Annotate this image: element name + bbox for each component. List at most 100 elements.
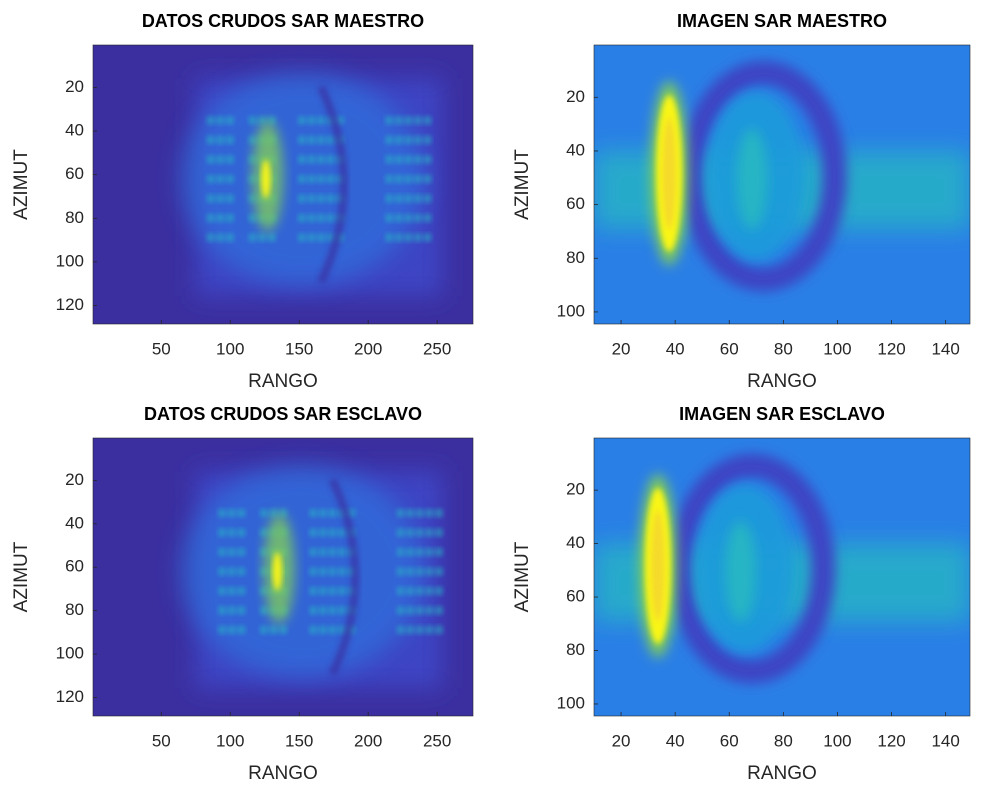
x-tick-label: 60 — [720, 339, 739, 358]
y-tick-label: 100 — [56, 644, 84, 663]
heatmap-speckle — [317, 233, 325, 242]
heatmap-ring — [668, 453, 836, 684]
y-tick-label: 20 — [566, 480, 585, 499]
heatmap-crescent-core — [651, 510, 665, 622]
heatmap-speckle — [218, 606, 227, 615]
heatmap-speckle — [415, 509, 424, 518]
heatmap-ring — [679, 60, 847, 292]
heatmap-speckle — [328, 606, 337, 615]
heatmap-speckle — [216, 135, 225, 144]
heatmap-speckle — [425, 547, 434, 556]
heatmap-speckle — [225, 174, 234, 183]
heatmap-speckle — [317, 116, 325, 125]
x-tick-label: 200 — [354, 339, 382, 358]
axes-box — [593, 437, 971, 717]
heatmap-speckle — [298, 194, 306, 203]
heatmap-speckle — [425, 509, 434, 518]
heatmap-arc — [317, 85, 348, 284]
heatmap-speckle — [318, 547, 327, 556]
heatmap-speckle — [237, 509, 246, 518]
heatmap-speckle — [406, 547, 415, 556]
heatmap-speckle — [406, 509, 415, 518]
heatmap-speckle — [248, 213, 257, 222]
heatmap-speckle — [317, 155, 325, 164]
heatmap-speckle — [396, 606, 405, 615]
heatmap-speckle — [227, 567, 236, 576]
heatmap-speckle — [258, 233, 267, 242]
heatmap-speckle — [434, 586, 443, 595]
heatmap-speckle — [237, 625, 246, 634]
heatmap-speckle — [307, 155, 316, 164]
heatmap-speckle — [216, 155, 225, 164]
heatmap-speckle — [298, 213, 306, 222]
heatmap-speckle — [415, 606, 424, 615]
heatmap-speckle — [298, 116, 306, 125]
heatmap-speckle — [396, 509, 405, 518]
heatmap-speckle — [206, 135, 215, 144]
heatmap-speckle — [423, 135, 432, 144]
heatmap-speckle — [317, 135, 325, 144]
heatmap-speckle — [237, 567, 246, 576]
heatmap-speckle — [396, 586, 405, 595]
heatmap-speckle — [307, 194, 316, 203]
heatmap-speckle — [307, 116, 316, 125]
heatmap-speckle — [216, 194, 225, 203]
y-tick-label: 100 — [56, 251, 84, 270]
heatmap-speckle — [237, 606, 246, 615]
heatmap-speckle — [260, 509, 268, 518]
heatmap — [594, 45, 970, 324]
y-axis-label: AZIMUT — [512, 149, 533, 220]
heatmap-speckle — [406, 567, 415, 576]
heatmap-speckle — [394, 233, 403, 242]
heatmap-speckle — [317, 194, 325, 203]
y-tick-label: 20 — [566, 87, 585, 106]
heatmap-speckle — [309, 509, 318, 518]
heatmap-speckle — [328, 547, 337, 556]
heatmap-speckle — [318, 528, 327, 537]
heatmap-speckle — [425, 528, 434, 537]
heatmap-speckle — [434, 547, 443, 556]
heatmap-speckle — [385, 116, 394, 125]
heatmap-speckle — [434, 528, 443, 537]
heatmap-speckle — [260, 528, 268, 537]
heatmap-speckle — [404, 174, 413, 183]
heatmap-speckle — [415, 547, 424, 556]
heatmap-speckle — [328, 567, 337, 576]
heatmap-speckle — [394, 155, 403, 164]
heatmap-speckle — [425, 586, 434, 595]
heatmap-speckle — [307, 213, 316, 222]
heatmap-speckle — [423, 155, 432, 164]
y-tick-label: 40 — [65, 121, 84, 140]
heatmap-speckle — [415, 567, 424, 576]
heatmap-speckle — [237, 528, 246, 537]
y-tick-label: 100 — [557, 301, 585, 320]
y-tick-label: 80 — [566, 248, 585, 267]
heatmap-speckle — [415, 586, 424, 595]
y-tick-label: 60 — [566, 587, 585, 606]
x-tick-label: 140 — [931, 339, 959, 358]
x-tick-label: 80 — [774, 339, 793, 358]
heatmap-speckle — [248, 116, 257, 125]
heatmap-speckle — [225, 135, 234, 144]
heatmap-speckle — [317, 213, 325, 222]
heatmap-speckle — [218, 528, 227, 537]
heatmap-speckle — [216, 213, 225, 222]
x-axis-label: RANGO — [747, 763, 817, 784]
heatmap-arc — [328, 478, 360, 676]
heatmap-speckle — [227, 625, 236, 634]
heatmap-speckle — [309, 547, 318, 556]
y-tick-label: 60 — [566, 194, 585, 213]
heatmap-speckle — [225, 155, 234, 164]
y-tick-label: 80 — [566, 640, 585, 659]
heatmap-inner-core — [736, 128, 767, 230]
heatmap-speckle — [237, 547, 246, 556]
heatmap-speckle — [404, 116, 413, 125]
heatmap-speckle — [394, 174, 403, 183]
x-tick-label: 100 — [216, 339, 244, 358]
heatmap-speckle — [206, 116, 215, 125]
heatmap-speckle — [307, 233, 316, 242]
heatmap-speckle — [434, 625, 443, 634]
heatmap-speckle — [260, 625, 268, 634]
y-tick-label: 20 — [65, 470, 84, 489]
heatmap-speckle — [225, 194, 234, 203]
